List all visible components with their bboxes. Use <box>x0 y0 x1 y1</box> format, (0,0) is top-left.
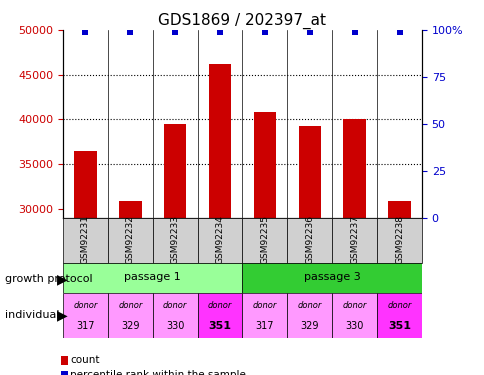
FancyBboxPatch shape <box>197 217 242 262</box>
FancyBboxPatch shape <box>242 217 287 262</box>
FancyBboxPatch shape <box>63 217 107 262</box>
Text: 351: 351 <box>208 321 231 331</box>
FancyBboxPatch shape <box>242 292 287 338</box>
FancyBboxPatch shape <box>376 292 421 338</box>
Bar <box>298 126 320 218</box>
Text: 329: 329 <box>121 321 139 331</box>
Text: 330: 330 <box>345 321 363 331</box>
FancyBboxPatch shape <box>152 217 197 262</box>
Text: passage 1: passage 1 <box>124 273 181 282</box>
FancyBboxPatch shape <box>152 292 197 338</box>
Text: 317: 317 <box>255 321 273 331</box>
Text: 330: 330 <box>166 321 184 331</box>
Text: percentile rank within the sample: percentile rank within the sample <box>70 370 246 375</box>
Text: ▶: ▶ <box>57 272 68 286</box>
Text: donor: donor <box>73 302 97 310</box>
Text: passage 3: passage 3 <box>303 273 360 282</box>
Text: GSM92236: GSM92236 <box>304 216 314 264</box>
Bar <box>74 150 96 217</box>
Text: GSM92233: GSM92233 <box>170 216 180 264</box>
Text: 317: 317 <box>76 321 94 331</box>
Text: donor: donor <box>118 302 142 310</box>
Bar <box>253 112 275 218</box>
FancyBboxPatch shape <box>63 292 107 338</box>
Title: GDS1869 / 202397_at: GDS1869 / 202397_at <box>158 12 326 28</box>
FancyBboxPatch shape <box>63 262 242 292</box>
Text: GSM92232: GSM92232 <box>125 216 135 264</box>
Text: donor: donor <box>387 302 411 310</box>
Text: count: count <box>70 355 100 365</box>
Bar <box>343 119 365 218</box>
Text: growth protocol: growth protocol <box>5 274 92 284</box>
Text: donor: donor <box>297 302 321 310</box>
FancyBboxPatch shape <box>287 292 332 338</box>
Text: donor: donor <box>342 302 366 310</box>
Text: ▶: ▶ <box>57 308 68 322</box>
FancyBboxPatch shape <box>376 217 421 262</box>
Bar <box>164 124 186 218</box>
Text: 351: 351 <box>387 321 410 331</box>
FancyBboxPatch shape <box>287 217 332 262</box>
Text: donor: donor <box>163 302 187 310</box>
Bar <box>388 201 410 217</box>
FancyBboxPatch shape <box>107 217 152 262</box>
Text: individual: individual <box>5 310 59 320</box>
Text: donor: donor <box>208 302 232 310</box>
FancyBboxPatch shape <box>332 217 376 262</box>
Text: GSM92235: GSM92235 <box>260 216 269 264</box>
Text: donor: donor <box>252 302 276 310</box>
Text: GSM92231: GSM92231 <box>81 216 90 264</box>
Text: GSM92238: GSM92238 <box>394 216 403 264</box>
FancyBboxPatch shape <box>332 292 376 338</box>
FancyBboxPatch shape <box>197 292 242 338</box>
Bar <box>209 64 231 217</box>
FancyBboxPatch shape <box>242 262 421 292</box>
Text: GSM92234: GSM92234 <box>215 216 224 264</box>
Text: 329: 329 <box>300 321 318 331</box>
FancyBboxPatch shape <box>107 292 152 338</box>
Bar <box>119 201 141 217</box>
Text: GSM92237: GSM92237 <box>349 216 359 264</box>
